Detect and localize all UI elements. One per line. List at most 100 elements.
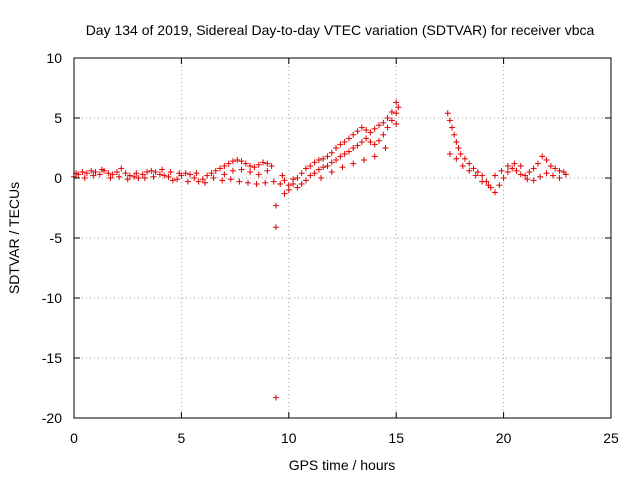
data-point — [530, 165, 537, 172]
data-point — [204, 172, 211, 179]
data-point — [446, 117, 453, 124]
data-point — [176, 170, 183, 177]
data-point — [350, 131, 357, 138]
data-point — [358, 139, 365, 145]
data-point — [550, 172, 557, 179]
data-point — [174, 176, 181, 183]
data-point — [193, 170, 200, 177]
data-point — [148, 167, 155, 174]
data-point — [212, 167, 219, 174]
data-point — [345, 148, 352, 155]
data-point — [492, 172, 499, 179]
data-point — [556, 167, 563, 174]
data-point — [118, 165, 125, 172]
data-point — [90, 172, 97, 179]
data-point — [264, 160, 271, 167]
data-point — [302, 165, 309, 172]
data-point — [395, 104, 402, 111]
data-point — [466, 160, 473, 167]
data-point — [376, 137, 383, 144]
data-point — [113, 169, 120, 175]
data-point — [367, 139, 374, 145]
data-point — [339, 164, 346, 171]
data-point — [169, 177, 176, 184]
data-point — [270, 178, 277, 185]
data-point — [109, 171, 116, 178]
data-point — [547, 163, 554, 169]
data-point — [229, 158, 236, 165]
x-tick-label: 5 — [178, 430, 186, 446]
data-point — [382, 145, 389, 151]
data-point — [333, 145, 340, 151]
data-point — [320, 155, 327, 162]
data-point — [498, 167, 505, 174]
data-points — [71, 99, 569, 401]
data-point — [371, 125, 378, 132]
data-point — [217, 165, 224, 172]
data-point — [524, 176, 531, 183]
data-point — [159, 166, 166, 173]
data-point — [92, 169, 99, 175]
data-point — [517, 163, 524, 169]
data-point — [543, 157, 550, 163]
data-point — [328, 149, 335, 156]
data-point — [371, 141, 378, 148]
data-point — [260, 159, 267, 166]
data-point — [298, 181, 305, 187]
data-point — [562, 171, 569, 178]
data-point — [96, 171, 103, 178]
data-point — [380, 131, 387, 138]
data-point — [496, 182, 503, 189]
data-point — [350, 160, 357, 167]
data-point — [167, 169, 174, 175]
data-point — [141, 175, 148, 181]
data-point — [470, 165, 477, 172]
y-tick-label: -5 — [50, 230, 63, 246]
y-tick-label: -10 — [42, 290, 62, 306]
data-point — [504, 163, 511, 169]
data-point — [79, 169, 86, 175]
data-point — [513, 167, 520, 174]
data-point — [504, 169, 511, 175]
data-point — [277, 181, 284, 187]
data-point — [262, 179, 269, 186]
data-point — [281, 190, 288, 197]
data-point — [449, 124, 456, 131]
data-point — [354, 128, 361, 135]
data-point — [135, 175, 142, 181]
data-point — [302, 177, 309, 184]
x-axis-ticks: 0 5 10 15 20 25 — [70, 58, 619, 446]
data-point — [116, 173, 123, 180]
data-point — [182, 170, 189, 177]
data-point — [451, 131, 458, 138]
data-point — [279, 172, 286, 179]
data-point — [298, 170, 305, 177]
data-point — [363, 135, 370, 142]
data-point — [268, 163, 275, 169]
data-point — [83, 170, 90, 177]
data-point — [457, 151, 464, 157]
data-point — [358, 124, 365, 131]
data-point — [225, 160, 232, 167]
data-point — [453, 155, 460, 162]
data-point — [88, 167, 95, 174]
data-point — [236, 178, 243, 185]
data-point — [376, 122, 383, 129]
data-point — [388, 109, 395, 115]
data-point — [328, 159, 335, 166]
data-point — [290, 176, 297, 183]
data-point — [208, 170, 215, 177]
data-point — [202, 179, 209, 186]
data-point — [380, 119, 387, 126]
data-point — [367, 129, 374, 136]
data-point — [294, 175, 301, 181]
data-point — [552, 165, 559, 172]
data-point — [328, 169, 335, 175]
data-point — [229, 167, 236, 174]
data-point — [244, 179, 251, 186]
y-tick-label: -15 — [42, 350, 62, 366]
data-point — [446, 151, 453, 157]
data-point — [320, 164, 327, 171]
data-point — [81, 175, 88, 181]
data-point — [238, 158, 245, 165]
